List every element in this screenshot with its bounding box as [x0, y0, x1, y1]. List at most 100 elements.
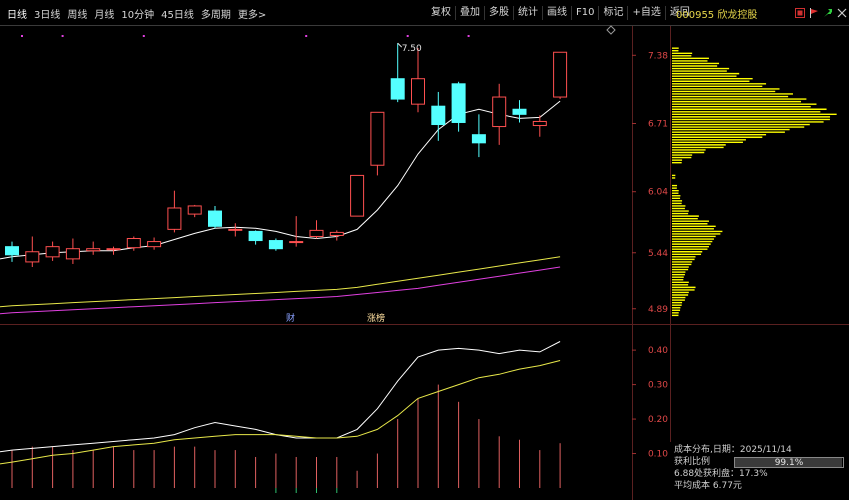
action-toolbar: 复权 叠加 多股 统计 画线 F10 标记 +自选 返回 [427, 0, 694, 26]
tab-3day[interactable]: 3日线 [34, 9, 61, 21]
price-tick: 7.38 [648, 51, 668, 61]
candle-body [187, 205, 202, 215]
tab-week[interactable]: 周线 [67, 9, 88, 21]
stock-code: 000955 [676, 10, 715, 21]
event-dot [61, 35, 64, 37]
avg-cost-value: 6.77元 [712, 481, 742, 491]
draw-line-button[interactable]: 画线 [542, 6, 571, 20]
chip-panel-icon[interactable] [795, 8, 805, 18]
candle-body [390, 78, 405, 100]
tab-45day[interactable]: 45日线 [161, 9, 194, 21]
indicator-tick: 0.10 [648, 450, 668, 460]
chip-info-panel: 成本分布,日期：2025/11/14 获利比例 99.1% 6.88处获利盘：1… [674, 444, 849, 492]
indicator-tick: 0.40 [648, 346, 668, 356]
close-icon[interactable] [837, 8, 847, 18]
candle-body [208, 210, 222, 227]
chart-markers: 7.50 财 涨榜 [286, 42, 422, 324]
overlay-button[interactable]: 叠加 [455, 6, 484, 20]
ma-short-line [0, 100, 561, 260]
ma-long-line [0, 266, 561, 315]
candle-body [471, 134, 486, 144]
statistics-button[interactable]: 统计 [513, 6, 542, 20]
indicator-yellow-line [0, 360, 561, 465]
candle-body [106, 248, 121, 251]
indicator-panel [0, 341, 561, 493]
candle-body [45, 246, 60, 258]
indicator-tick: 0.30 [648, 381, 668, 391]
candle-body [431, 105, 446, 126]
candle-body [5, 246, 19, 256]
price-tick: 4.89 [648, 305, 668, 315]
chip-distribution [672, 47, 837, 317]
back-button[interactable]: 返回 [664, 6, 694, 20]
avg-cost-label: 平均成本 [674, 481, 711, 491]
indicator-tick: 0.20 [648, 415, 668, 425]
stock-name: 欣龙控股 [717, 10, 758, 21]
tab-more[interactable]: 更多> [237, 9, 267, 21]
price-tick: 6.71 [648, 120, 668, 130]
profit-ratio-label: 获利比例 [674, 457, 711, 467]
candle-body [553, 51, 568, 98]
candle-body [248, 230, 263, 242]
scroll-diamond-icon[interactable] [606, 25, 616, 35]
candles [5, 43, 568, 268]
dragon-tiger-marker[interactable]: 涨榜 [367, 312, 385, 324]
candle-body [86, 248, 101, 252]
tab-10min[interactable]: 10分钟 [121, 9, 155, 21]
candle-body [167, 207, 182, 230]
profit-ratio-fill [735, 458, 843, 467]
candle-body [228, 228, 243, 231]
candle-body [268, 240, 283, 250]
profit-ratio-value: 99.1% [774, 458, 804, 468]
max-price-pointer [397, 42, 403, 48]
tab-month[interactable]: 月线 [94, 9, 115, 21]
event-dots [21, 35, 470, 37]
flag-icon[interactable] [809, 8, 819, 18]
candle-body [512, 108, 527, 115]
indicator-axis: 0.40 0.30 0.20 0.10 [648, 346, 668, 459]
arrow-icon[interactable] [823, 8, 833, 18]
price-tick: 5.44 [648, 249, 668, 259]
candle-body [411, 78, 425, 105]
candle-body [329, 231, 344, 236]
stock-title: 000955 欣龙控股 [676, 6, 757, 21]
mark-button[interactable]: 标记 [598, 6, 627, 20]
candle-body [532, 120, 547, 127]
profit-ratio-bar: 99.1% [734, 457, 844, 468]
candle-body [350, 174, 365, 217]
candle-body [25, 251, 40, 263]
ma-mid-line [0, 256, 561, 308]
add-watchlist-button[interactable]: +自选 [627, 6, 664, 20]
chart-frame [0, 25, 849, 500]
f10-button[interactable]: F10 [571, 6, 598, 20]
max-price-label: 7.50 [402, 44, 422, 54]
candle-body [65, 248, 80, 260]
tab-multi-period[interactable]: 多周期 [200, 9, 231, 21]
candle-body [370, 111, 385, 166]
avg-cost-row: 平均成本 6.77元 [674, 480, 849, 492]
event-dot [406, 35, 409, 37]
candle-body [492, 96, 507, 128]
moving-averages [0, 100, 561, 315]
candle-body [126, 238, 141, 249]
multi-stock-button[interactable]: 多股 [484, 6, 513, 20]
finance-marker[interactable]: 财 [286, 312, 295, 324]
candle-body [309, 229, 324, 237]
period-tabs: 日线 3日线 周线 月线 10分钟 45日线 多周期 更多> [0, 0, 266, 26]
candle-body [451, 83, 466, 123]
event-dot [467, 35, 470, 37]
event-dot [142, 35, 145, 37]
profit-ratio-row: 获利比例 99.1% [674, 456, 849, 468]
event-dot [21, 35, 23, 37]
chip-title: 成本分布,日期：2025/11/14 [674, 445, 792, 455]
restore-rights-button[interactable]: 复权 [431, 7, 451, 18]
profit-chips: 6.88处获利盘：17.3% [674, 469, 768, 479]
panel-icons [795, 8, 847, 18]
period-toolbar: 日线 3日线 周线 月线 10分钟 45日线 多周期 更多> 复权 叠加 多股 … [0, 0, 849, 26]
event-dot [305, 35, 308, 37]
price-tick: 6.04 [648, 188, 668, 198]
tab-day[interactable]: 日线 [7, 9, 27, 21]
candle-body [289, 241, 304, 244]
price-axis: 7.38 6.71 6.04 5.44 4.89 [648, 51, 668, 314]
